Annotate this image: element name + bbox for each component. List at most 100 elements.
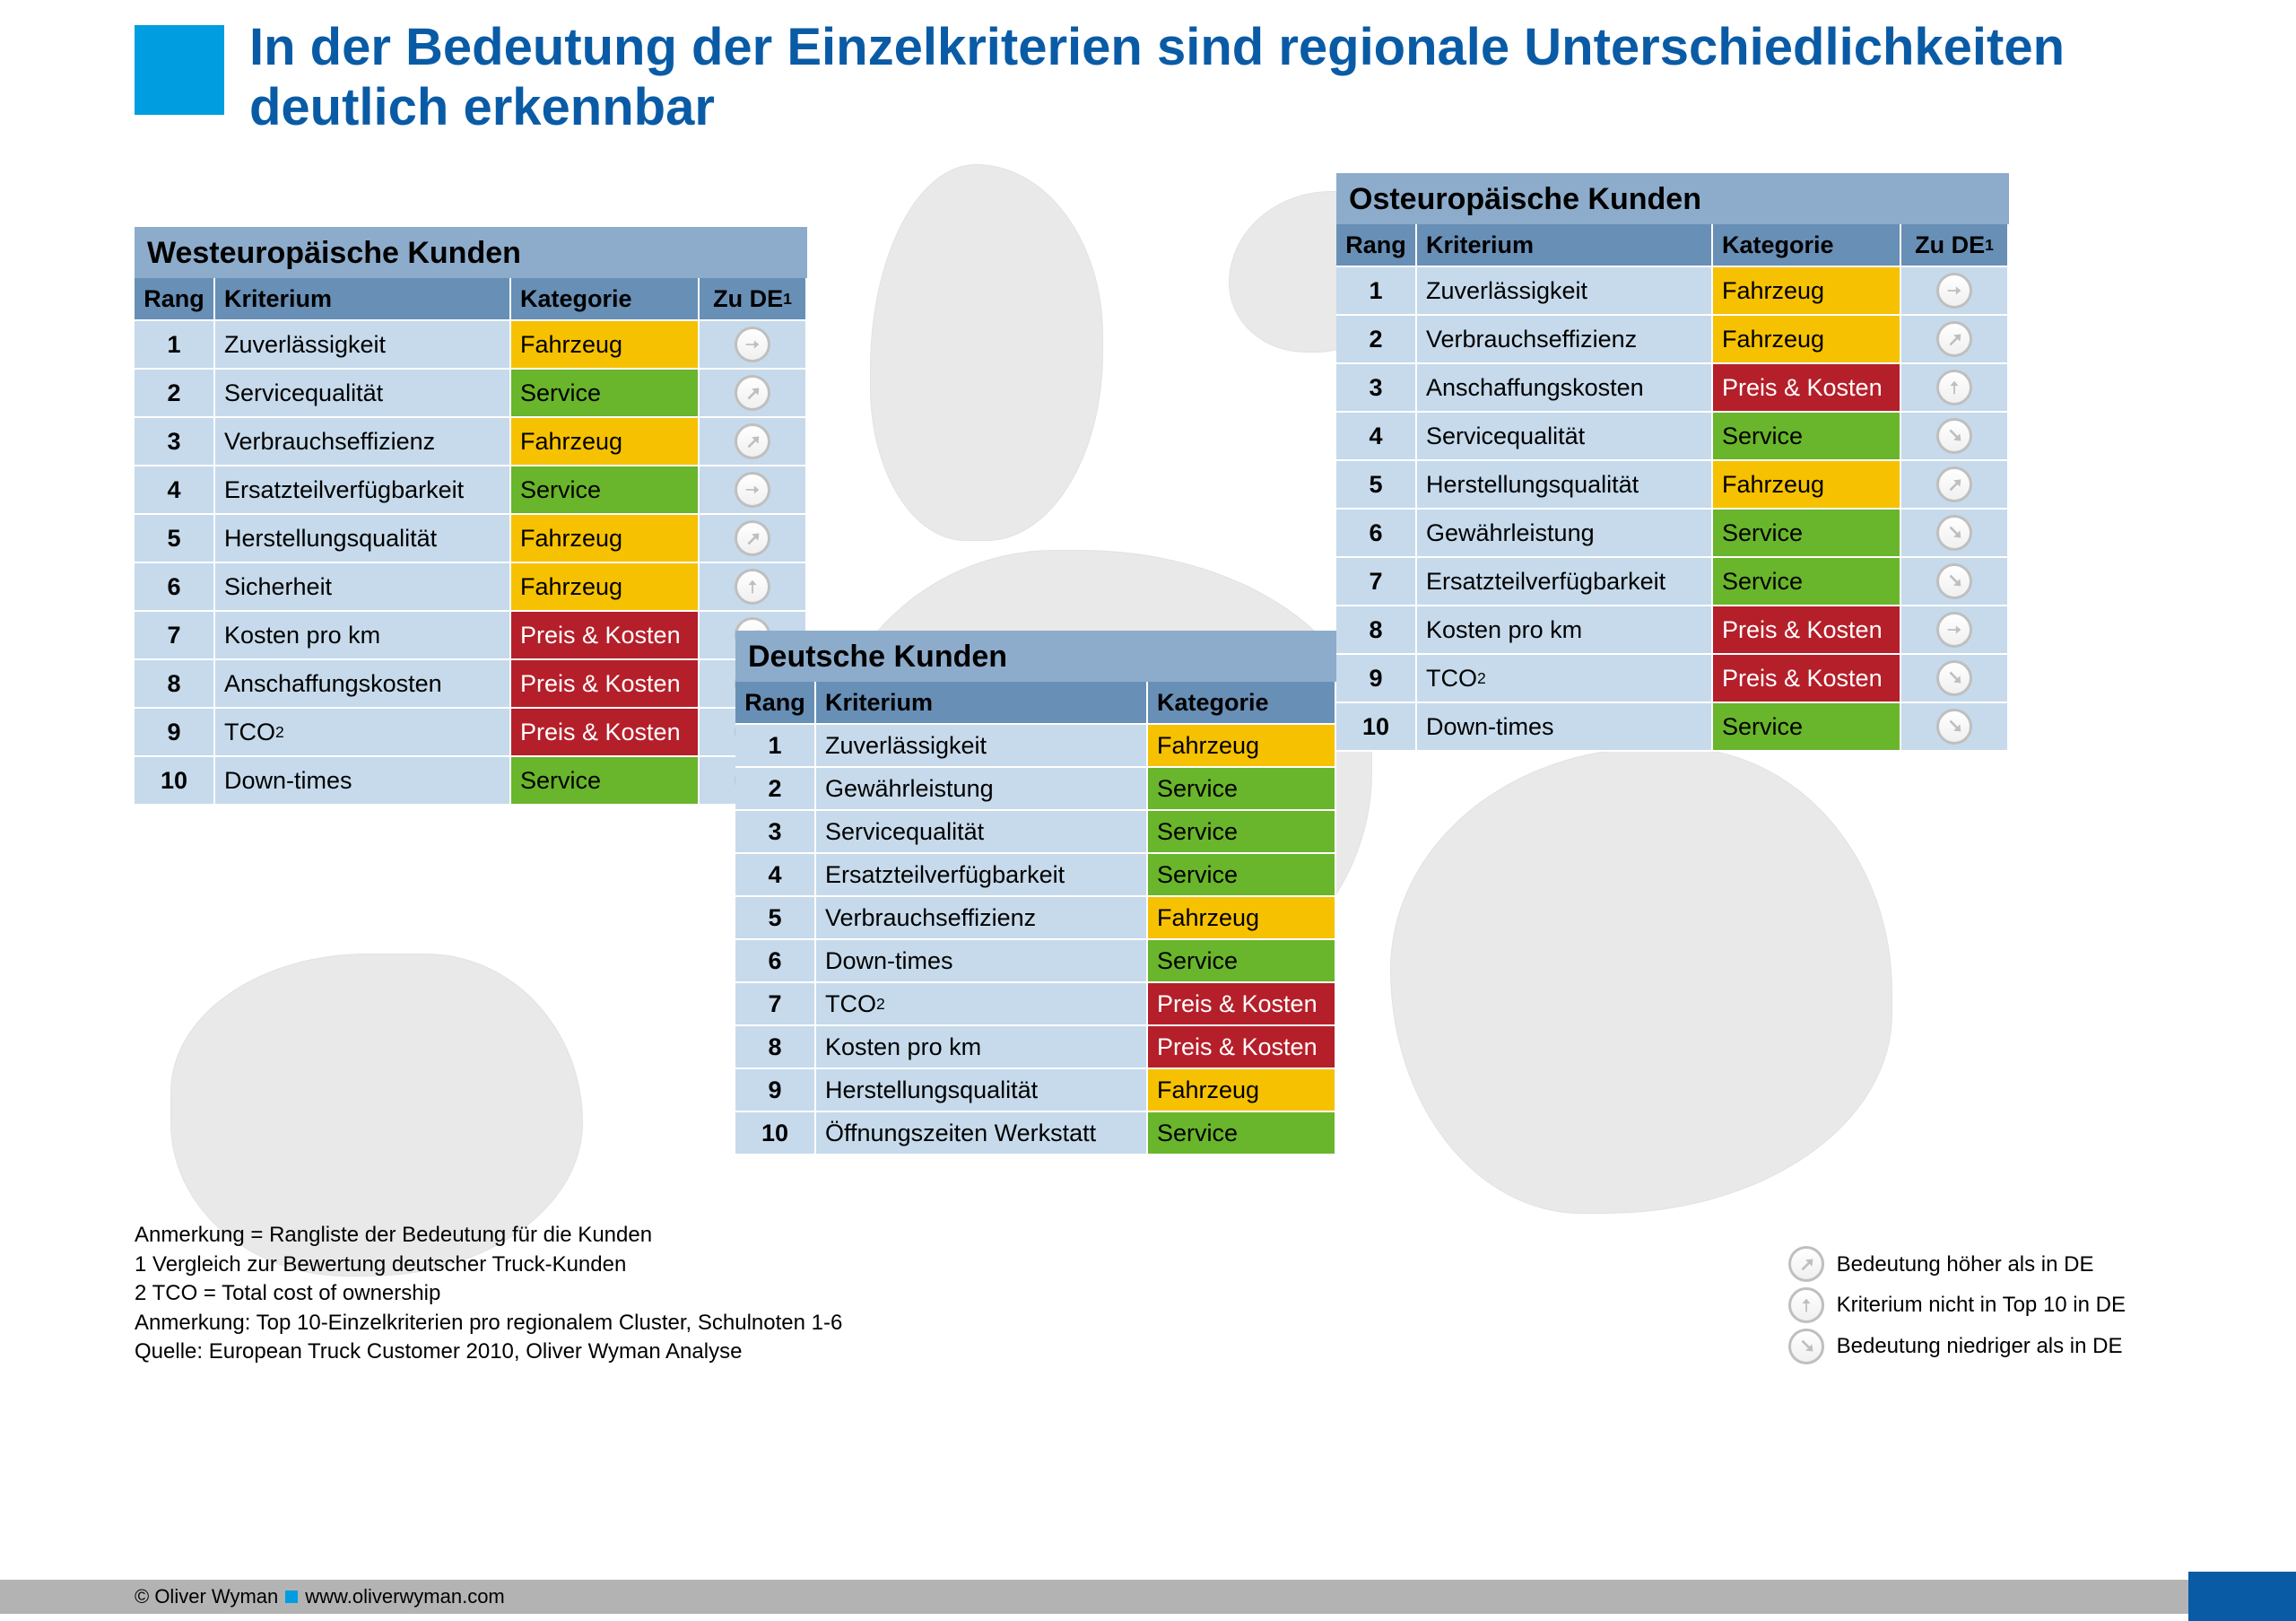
cell-kriterium: Verbrauchseffizienz [816,897,1148,940]
cell-rang: 3 [135,418,215,466]
table-row: 3ServicequalitätService [735,811,1336,854]
table-row: 7TCO2Preis & Kosten [735,983,1336,1026]
cell-kategorie: Fahrzeug [1148,1069,1336,1112]
cell-kriterium: Ersatzteilverfügbarkeit [215,466,511,515]
cell-kategorie: Service [1713,413,1901,461]
cell-kategorie: Preis & Kosten [1148,1026,1336,1069]
panel-title: Osteuropäische Kunden [1336,173,2009,224]
table-row: 10Öffnungszeiten WerkstattService [735,1112,1336,1155]
panel-east: Osteuropäische KundenRangKriteriumKatego… [1336,173,2009,752]
table-row: 9TCO2Preis & Kosten [135,709,807,757]
cell-rang: 3 [1336,364,1417,413]
cell-kriterium: Ersatzteilverfügbarkeit [816,854,1148,897]
cell-rang: 4 [135,466,215,515]
table-header: RangKriteriumKategorieZu DE1 [135,278,807,321]
arrow-right-icon [735,327,770,362]
cell-kategorie: Service [511,370,700,418]
hdr-kategorie: Kategorie [511,278,700,321]
footer-accent-square [2188,1572,2296,1621]
table-row: 1ZuverlässigkeitFahrzeug [735,725,1336,768]
table-header: RangKriteriumKategorie [735,682,1336,725]
cell-zu-de [1901,316,2009,364]
cell-rang: 5 [1336,461,1417,510]
hdr-kriterium: Kriterium [816,682,1148,725]
title-accent-square [135,25,224,115]
cell-rang: 8 [135,660,215,709]
cell-kriterium: Sicherheit [215,563,511,612]
cell-kriterium: Kosten pro km [816,1026,1148,1069]
cell-kategorie: Fahrzeug [511,418,700,466]
cell-rang: 8 [735,1026,816,1069]
footnotes: Anmerkung = Rangliste der Bedeutung für … [135,1221,842,1366]
cell-kategorie: Service [511,757,700,806]
panel-west: Westeuropäische KundenRangKriteriumKateg… [135,227,807,806]
cell-kategorie: Fahrzeug [1713,461,1901,510]
cell-kriterium: Gewährleistung [816,768,1148,811]
hdr-kategorie: Kategorie [1148,682,1336,725]
cell-kategorie: Service [1148,940,1336,983]
arrow-down-right-icon [1936,660,1972,696]
cell-kriterium: Down-times [215,757,511,806]
cell-kategorie: Service [1148,768,1336,811]
cell-rang: 6 [735,940,816,983]
cell-kriterium: Kosten pro km [1417,606,1713,655]
table-row: 9HerstellungsqualitätFahrzeug [735,1069,1336,1112]
cell-kriterium: Kosten pro km [215,612,511,660]
hdr-rang: Rang [735,682,816,725]
cell-rang: 6 [135,563,215,612]
footnote-line: 2 TCO = Total cost of ownership [135,1279,842,1308]
hdr-kriterium: Kriterium [1417,224,1713,267]
cell-zu-de [1901,606,2009,655]
table-row: 5HerstellungsqualitätFahrzeug [135,515,807,563]
cell-kriterium: Ersatzteilverfügbarkeit [1417,558,1713,606]
cell-kategorie: Preis & Kosten [511,660,700,709]
cell-zu-de [1901,655,2009,703]
hdr-zu-de: Zu DE1 [1901,224,2009,267]
arrow-up-right-icon [735,423,770,459]
table-row: 6GewährleistungService [1336,510,2009,558]
cell-rang: 7 [735,983,816,1026]
cell-kategorie: Preis & Kosten [511,709,700,757]
table-row: 2VerbrauchseffizienzFahrzeug [1336,316,2009,364]
cell-kriterium: Anschaffungskosten [215,660,511,709]
cell-kriterium: Herstellungsqualität [215,515,511,563]
table-row: 8AnschaffungskostenPreis & Kosten [135,660,807,709]
arrow-down-right-icon [1936,709,1972,745]
cell-zu-de [700,515,807,563]
cell-zu-de [1901,558,2009,606]
cell-zu-de [1901,703,2009,752]
arrow-up-icon [735,569,770,605]
arrow-right-icon [735,472,770,508]
cell-zu-de [1901,364,2009,413]
arrow-down-right-icon [1936,418,1972,454]
table-row: 6SicherheitFahrzeug [135,563,807,612]
table-row: 2ServicequalitätService [135,370,807,418]
arrow-right-icon [1936,612,1972,648]
cell-kategorie: Preis & Kosten [1713,606,1901,655]
cell-kategorie: Service [1713,510,1901,558]
arrow-right-icon [1936,273,1972,309]
legend-row: Bedeutung höher als in DE [1788,1244,2126,1285]
footer-copyright: © Oliver Wyman [135,1585,278,1608]
table-row: 5HerstellungsqualitätFahrzeug [1336,461,2009,510]
table-row: 1ZuverlässigkeitFahrzeug [1336,267,2009,316]
table-row: 6Down-timesService [735,940,1336,983]
table-row: 4ServicequalitätService [1336,413,2009,461]
cell-rang: 4 [735,854,816,897]
cell-kategorie: Fahrzeug [1148,725,1336,768]
cell-kategorie: Preis & Kosten [511,612,700,660]
hdr-kategorie: Kategorie [1713,224,1901,267]
cell-rang: 4 [1336,413,1417,461]
cell-kriterium: TCO2 [215,709,511,757]
cell-rang: 6 [1336,510,1417,558]
cell-rang: 3 [735,811,816,854]
table-row: 3AnschaffungskostenPreis & Kosten [1336,364,2009,413]
content-area: Westeuropäische KundenRangKriteriumKateg… [135,164,2161,1420]
arrow-down-right-icon [1788,1329,1824,1364]
legend-label: Bedeutung niedriger als in DE [1837,1326,2123,1367]
cell-zu-de [1901,461,2009,510]
arrow-up-right-icon [735,375,770,411]
arrow-up-right-icon [1936,466,1972,502]
cell-rang: 8 [1336,606,1417,655]
footer: © Oliver Wyman www.oliverwyman.com [0,1572,2296,1621]
